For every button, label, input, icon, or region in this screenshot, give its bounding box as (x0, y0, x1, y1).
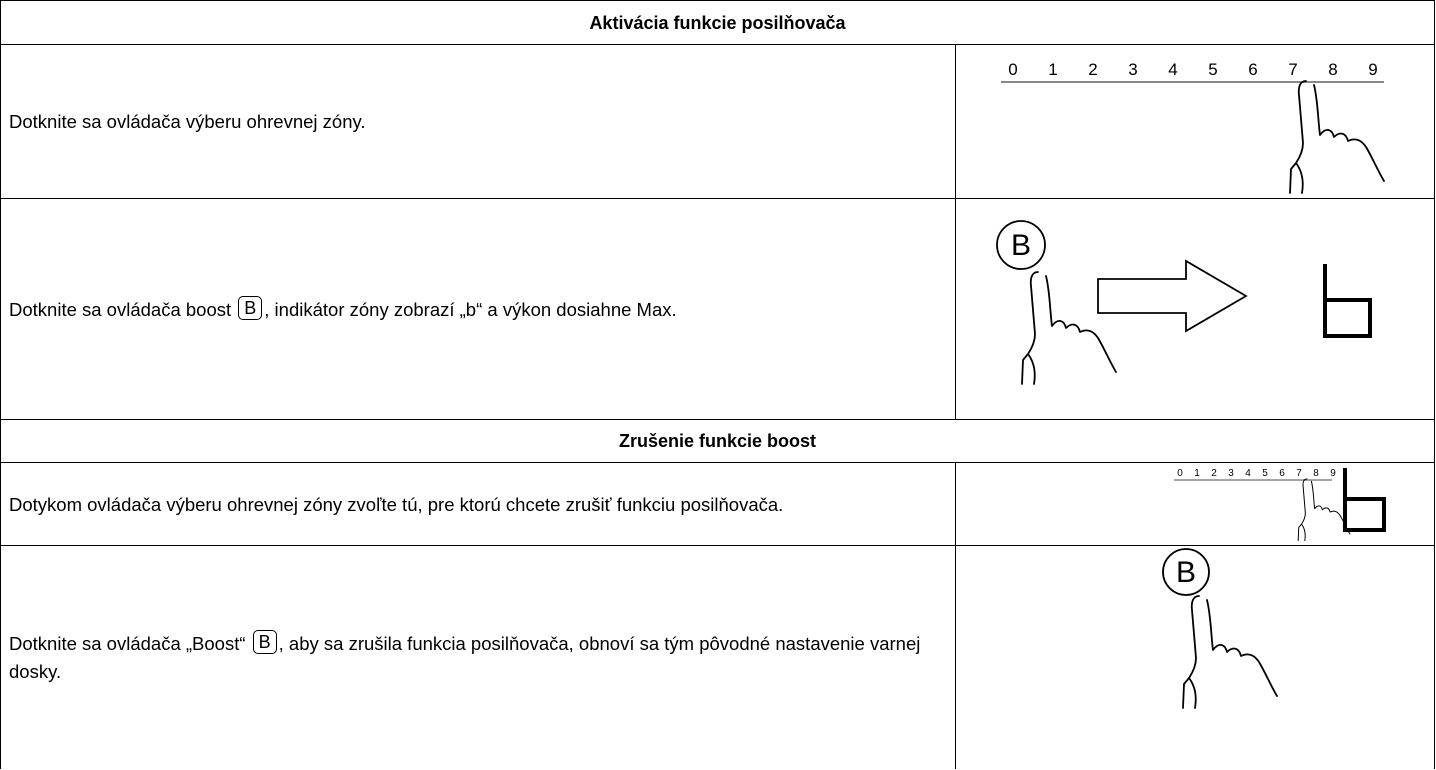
button-letter: B (1176, 556, 1196, 589)
scale-digit: 1 (1194, 468, 1200, 479)
illustration: B (955, 545, 1435, 769)
boost-icon: B (252, 629, 277, 654)
scale-digit: 2 (1211, 468, 1217, 479)
scale-drawing: 0 1 2 3 4 5 6 7 8 9 (1001, 60, 1385, 194)
scale-digit: 7 (1296, 468, 1302, 479)
scale-digit: 8 (1328, 60, 1337, 79)
text: Dotykom ovládača výberu ohrevnej zóny zv… (9, 493, 784, 515)
scale-digit: 0 (1008, 60, 1017, 79)
text-part: , aby sa zrušila funkcia posilňovača, ob… (9, 632, 921, 682)
row-text: Dotknite sa ovládača „Boost“ B, aby sa z… (0, 545, 956, 769)
button-letter: B (1011, 229, 1031, 262)
boost-icon: B (238, 295, 263, 320)
section-title: Zrušenie funkcie boost (0, 419, 1435, 463)
text-part: , indikátor zóny zobrazí „b“ a výkon dos… (264, 298, 677, 320)
scale-digit: 5 (1208, 60, 1217, 79)
scale-digit: 1 (1048, 60, 1057, 79)
text: Dotknite sa ovládača „Boost“ B, aby sa z… (9, 629, 948, 686)
text-part: Dotknite sa ovládača „Boost“ (9, 632, 251, 654)
row-text: Dotknite sa ovládača boost B, indikátor … (0, 198, 956, 420)
scale-digit: 3 (1228, 468, 1234, 479)
scale-digit: 9 (1368, 60, 1377, 79)
scale-digit: 7 (1288, 60, 1297, 79)
boost-drawing: B (996, 220, 1372, 385)
text-part: Dotknite sa ovládača boost (9, 298, 237, 320)
text: Dotknite sa ovládača výberu ohrevnej zón… (9, 111, 366, 132)
text: Dotknite sa ovládača boost B, indikátor … (9, 295, 677, 324)
row-text: Dotykom ovládača výberu ohrevnej zóny zv… (0, 462, 956, 546)
section-title: Aktivácia funkcie posilňovača (0, 0, 1435, 45)
scale-digit: 2 (1088, 60, 1097, 79)
scale-digit: 6 (1279, 468, 1285, 479)
scale-digit: 4 (1245, 468, 1251, 479)
boost-drawing: B (1162, 548, 1278, 709)
scale-digit: 3 (1128, 60, 1137, 79)
scale-digit: 4 (1168, 60, 1177, 79)
illustration: 0 1 2 3 4 5 6 7 8 9 (955, 44, 1435, 199)
scale-digit: 8 (1313, 468, 1319, 479)
scale-digit: 9 (1330, 468, 1336, 479)
scale-digit: 5 (1262, 468, 1268, 479)
illustration: B (955, 198, 1435, 420)
scale-digit: 6 (1248, 60, 1257, 79)
scale-digit: 0 (1177, 468, 1183, 479)
row-text: Dotknite sa ovládača výberu ohrevnej zón… (0, 44, 956, 199)
